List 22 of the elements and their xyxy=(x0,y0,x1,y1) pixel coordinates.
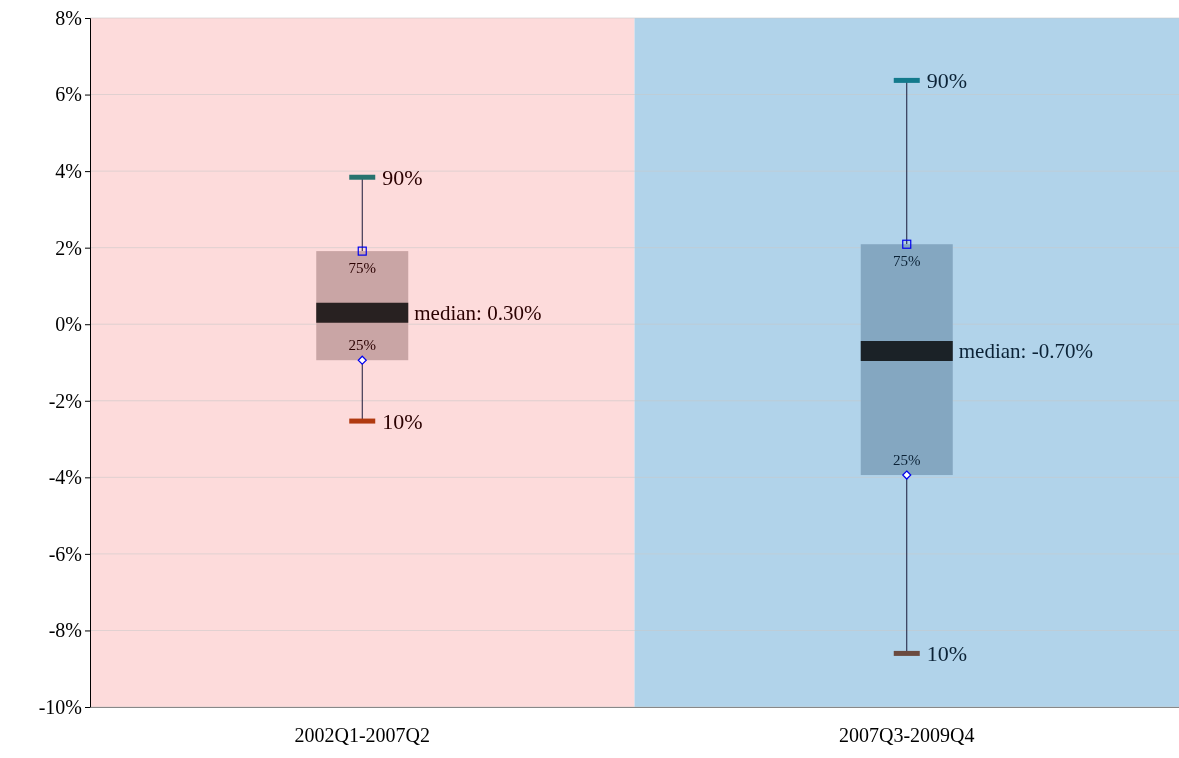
annotation: median: 0.30% xyxy=(414,300,542,325)
y-tick-label: 6% xyxy=(55,83,82,106)
annotation: 25% xyxy=(893,452,921,469)
annotation: 90% xyxy=(382,165,423,191)
y-tick-label: 4% xyxy=(55,160,82,183)
y-tick-label: -2% xyxy=(48,389,82,412)
annotation: median: -0.70% xyxy=(958,339,1093,364)
annotation: 75% xyxy=(893,253,921,270)
annotation: 10% xyxy=(926,641,968,667)
annotation: 90% xyxy=(926,68,968,94)
annotation: 25% xyxy=(348,337,376,354)
y-tick-label: -6% xyxy=(48,542,82,565)
y-tick-label: -8% xyxy=(48,619,82,642)
x-tick-label: 2007Q3-2009Q4 xyxy=(838,724,975,746)
y-tick-label: 0% xyxy=(55,313,82,336)
annotation: 75% xyxy=(348,260,376,277)
y-tick-label: -4% xyxy=(48,466,82,489)
annotation: 10% xyxy=(382,409,423,435)
y-tick-label: -10% xyxy=(38,695,82,718)
x-tick-label: 2002Q1-2007Q2 xyxy=(294,724,431,746)
y-tick-label: 8% xyxy=(55,6,82,29)
y-tick-label: 2% xyxy=(55,236,82,259)
